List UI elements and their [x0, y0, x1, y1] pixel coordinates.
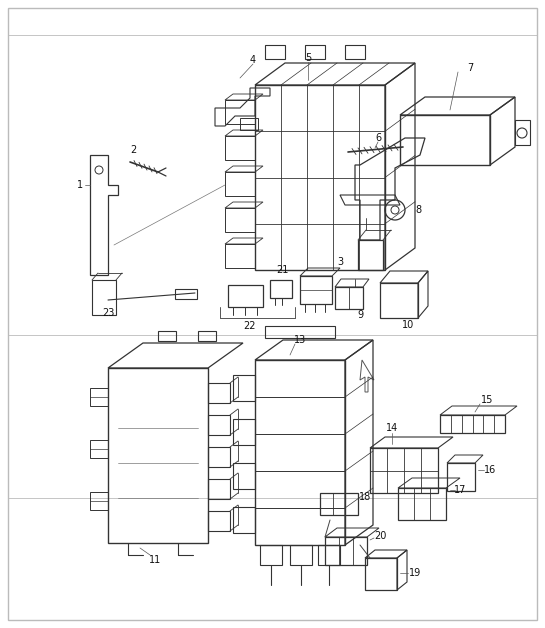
Bar — [208, 415, 230, 435]
Bar — [233, 375, 255, 401]
Text: 3: 3 — [337, 257, 343, 267]
Text: 8: 8 — [415, 205, 421, 215]
Bar — [225, 172, 255, 196]
Bar — [255, 360, 345, 545]
Text: 13: 13 — [294, 335, 306, 345]
Bar — [255, 85, 385, 270]
Bar — [265, 326, 335, 338]
Text: 18: 18 — [359, 492, 371, 502]
Bar — [300, 276, 332, 304]
Bar — [358, 240, 383, 270]
Text: 2: 2 — [130, 145, 136, 155]
Bar — [158, 331, 176, 341]
Bar — [90, 492, 108, 510]
Bar — [260, 545, 282, 565]
Bar — [90, 440, 108, 458]
Text: 1: 1 — [77, 180, 83, 190]
Bar — [175, 289, 197, 299]
Bar — [233, 507, 255, 533]
Bar — [318, 545, 340, 565]
Text: 16: 16 — [484, 465, 496, 475]
Bar — [440, 415, 505, 433]
Bar — [398, 488, 446, 520]
Text: 7: 7 — [467, 63, 473, 73]
Bar — [198, 331, 216, 341]
Bar — [320, 493, 358, 515]
Bar — [225, 100, 255, 124]
Text: 11: 11 — [149, 555, 161, 565]
Bar — [225, 244, 255, 268]
Bar — [208, 447, 230, 467]
Text: 5: 5 — [305, 53, 311, 63]
Text: 14: 14 — [386, 423, 398, 433]
Bar — [370, 448, 438, 493]
Text: 15: 15 — [481, 395, 493, 405]
Bar — [400, 115, 490, 165]
Text: 6: 6 — [375, 133, 381, 143]
Text: 17: 17 — [454, 485, 466, 495]
Bar — [265, 45, 285, 59]
Bar — [90, 388, 108, 406]
Bar — [380, 283, 418, 318]
Bar — [325, 537, 367, 565]
Bar — [208, 511, 230, 531]
Bar — [228, 285, 263, 307]
Bar — [345, 45, 365, 59]
Bar — [225, 208, 255, 232]
Bar — [335, 287, 363, 309]
Bar — [233, 419, 255, 445]
Text: 21: 21 — [276, 265, 288, 275]
Bar — [290, 545, 312, 565]
Text: 23: 23 — [102, 308, 114, 318]
Bar — [108, 368, 208, 543]
Text: 19: 19 — [409, 568, 421, 578]
Bar — [225, 136, 255, 160]
Text: 4: 4 — [250, 55, 256, 65]
Bar — [233, 463, 255, 489]
Text: 9: 9 — [357, 310, 363, 320]
Text: 10: 10 — [402, 320, 414, 330]
Bar — [240, 118, 258, 130]
Bar — [208, 383, 230, 403]
Bar — [365, 558, 397, 590]
Text: 20: 20 — [374, 531, 386, 541]
Bar — [447, 463, 475, 491]
Bar — [208, 479, 230, 499]
Bar — [270, 280, 292, 298]
Bar — [515, 120, 530, 145]
Bar — [305, 45, 325, 59]
Bar — [92, 280, 116, 315]
Text: 22: 22 — [244, 321, 256, 331]
